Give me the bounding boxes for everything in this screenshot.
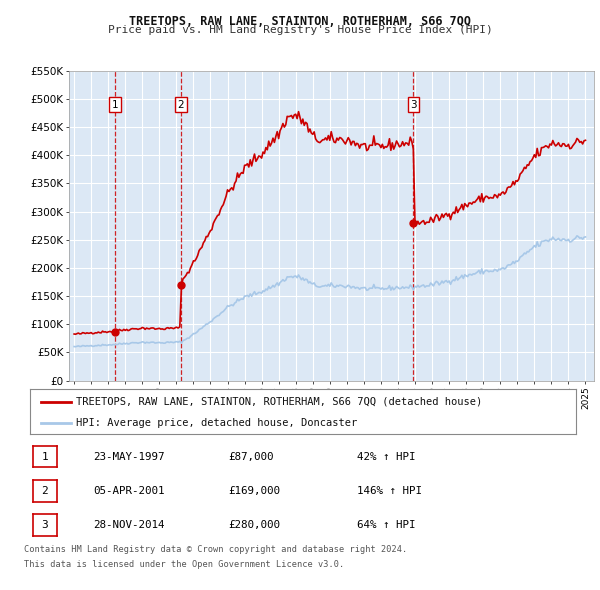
- Text: 3: 3: [41, 520, 49, 530]
- Text: 1: 1: [41, 452, 49, 461]
- Text: 1: 1: [112, 100, 118, 110]
- Text: Contains HM Land Registry data © Crown copyright and database right 2024.: Contains HM Land Registry data © Crown c…: [24, 545, 407, 554]
- Text: TREETOPS, RAW LANE, STAINTON, ROTHERHAM, S66 7QQ: TREETOPS, RAW LANE, STAINTON, ROTHERHAM,…: [129, 15, 471, 28]
- Text: 42% ↑ HPI: 42% ↑ HPI: [357, 452, 415, 461]
- Text: £280,000: £280,000: [228, 520, 280, 530]
- Text: 2: 2: [178, 100, 184, 110]
- Text: TREETOPS, RAW LANE, STAINTON, ROTHERHAM, S66 7QQ (detached house): TREETOPS, RAW LANE, STAINTON, ROTHERHAM,…: [76, 397, 482, 407]
- Text: Price paid vs. HM Land Registry's House Price Index (HPI): Price paid vs. HM Land Registry's House …: [107, 25, 493, 35]
- Text: 3: 3: [410, 100, 417, 110]
- Text: HPI: Average price, detached house, Doncaster: HPI: Average price, detached house, Donc…: [76, 418, 358, 428]
- Text: £169,000: £169,000: [228, 486, 280, 496]
- Text: 05-APR-2001: 05-APR-2001: [93, 486, 164, 496]
- Text: £87,000: £87,000: [228, 452, 274, 461]
- Text: 64% ↑ HPI: 64% ↑ HPI: [357, 520, 415, 530]
- Text: This data is licensed under the Open Government Licence v3.0.: This data is licensed under the Open Gov…: [24, 560, 344, 569]
- Text: 146% ↑ HPI: 146% ↑ HPI: [357, 486, 422, 496]
- Text: 2: 2: [41, 486, 49, 496]
- Text: 28-NOV-2014: 28-NOV-2014: [93, 520, 164, 530]
- Text: 23-MAY-1997: 23-MAY-1997: [93, 452, 164, 461]
